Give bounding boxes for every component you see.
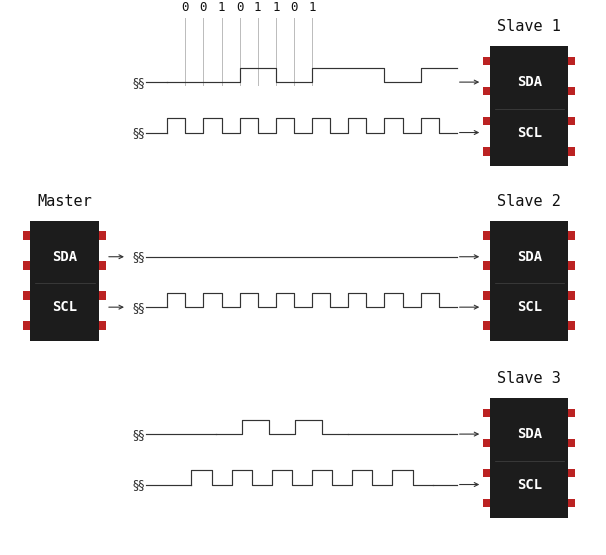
Bar	[99, 231, 106, 240]
Bar	[568, 87, 575, 95]
Bar	[24, 261, 30, 270]
Text: 0: 0	[290, 2, 298, 14]
Bar	[490, 221, 568, 341]
Bar	[484, 231, 490, 240]
Text: SCL: SCL	[52, 300, 78, 314]
Bar	[99, 291, 106, 300]
Bar	[568, 147, 575, 155]
Bar	[490, 398, 568, 518]
Bar	[484, 57, 490, 65]
Text: 1: 1	[254, 2, 262, 14]
Bar	[568, 57, 575, 65]
Text: Slave 1: Slave 1	[498, 19, 561, 34]
Bar	[568, 261, 575, 270]
Text: §§: §§	[133, 427, 145, 441]
Text: Slave 2: Slave 2	[498, 194, 561, 209]
Text: SDA: SDA	[517, 75, 542, 89]
Bar	[484, 291, 490, 300]
Text: SCL: SCL	[517, 477, 542, 492]
Bar	[30, 221, 99, 341]
Text: SDA: SDA	[517, 427, 542, 441]
Bar	[568, 321, 575, 330]
Bar	[484, 117, 490, 125]
Bar	[568, 469, 575, 477]
Text: §§: §§	[133, 301, 145, 314]
Text: Master: Master	[38, 194, 92, 209]
Text: 0: 0	[182, 2, 189, 14]
Text: 1: 1	[272, 2, 279, 14]
Text: SCL: SCL	[517, 125, 542, 139]
Text: Slave 3: Slave 3	[498, 371, 561, 386]
Bar	[24, 291, 30, 300]
Bar	[484, 439, 490, 447]
Bar	[568, 291, 575, 300]
Text: §§: §§	[133, 250, 145, 263]
Bar	[484, 87, 490, 95]
Bar	[484, 261, 490, 270]
Bar	[99, 321, 106, 330]
Text: 1: 1	[218, 2, 225, 14]
Text: 0: 0	[200, 2, 207, 14]
Bar	[568, 499, 575, 507]
Text: §§: §§	[133, 126, 145, 139]
Text: §§: §§	[133, 75, 145, 89]
Text: SDA: SDA	[517, 250, 542, 264]
Bar	[484, 499, 490, 507]
Text: SDA: SDA	[52, 250, 78, 264]
Bar	[484, 147, 490, 155]
Bar	[484, 469, 490, 477]
Bar	[484, 321, 490, 330]
Text: §§: §§	[133, 478, 145, 491]
Bar	[99, 261, 106, 270]
Bar	[24, 231, 30, 240]
Text: 0: 0	[236, 2, 244, 14]
Bar	[568, 117, 575, 125]
Bar	[568, 408, 575, 417]
Text: SCL: SCL	[517, 300, 542, 314]
Bar	[484, 408, 490, 417]
Text: 1: 1	[308, 2, 316, 14]
Bar	[568, 231, 575, 240]
Bar	[24, 321, 30, 330]
Bar	[490, 46, 568, 166]
Bar	[568, 439, 575, 447]
